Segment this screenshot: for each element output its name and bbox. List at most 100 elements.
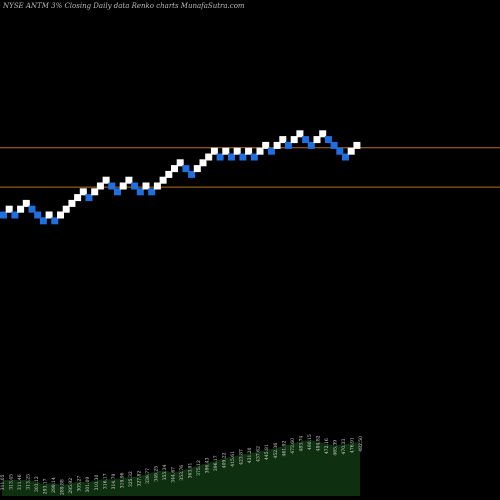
- chart-title: NYSE ANTM 3% Closing Daily data Renko ch…: [3, 2, 245, 10]
- renko-brick-down: [85, 194, 93, 202]
- volume-label: 484.82: [315, 435, 321, 451]
- volume-label: 431.20: [247, 447, 253, 463]
- renko-brick-up: [205, 153, 213, 161]
- renko-brick-up: [262, 141, 270, 149]
- renko-brick-down: [182, 165, 190, 173]
- volume-label: 299.14: [51, 477, 57, 493]
- volume-label: 483.74: [298, 436, 304, 452]
- renko-brick-up: [245, 147, 253, 155]
- volume-label: 363.91: [188, 462, 194, 478]
- renko-brick-up: [347, 147, 355, 155]
- volume-label: 386.43: [205, 457, 211, 473]
- renko-brick-down: [0, 211, 7, 219]
- renko-brick-up: [199, 159, 207, 167]
- renko-brick-down: [336, 147, 344, 155]
- renko-brick-up: [142, 182, 150, 190]
- renko-brick-up: [273, 141, 281, 149]
- renko-brick-up: [222, 147, 230, 155]
- volume-label: 310.30: [94, 475, 100, 491]
- volume-label: 490.15: [307, 434, 313, 450]
- volume-label: 461.92: [281, 440, 287, 456]
- renko-brick-up: [319, 130, 327, 138]
- volume-label: 476.91: [349, 437, 355, 453]
- renko-brick-up: [256, 147, 264, 155]
- volume-label: 316.17: [102, 473, 108, 489]
- renko-brick-down: [250, 153, 258, 161]
- volume-label: 415.61: [230, 451, 236, 467]
- volume-label: 470.33: [341, 439, 347, 455]
- volume-label: 465.39: [332, 440, 338, 456]
- volume-label: 423.87: [239, 449, 245, 465]
- renko-brick-up: [91, 188, 99, 196]
- renko-brick-up: [45, 211, 53, 219]
- volume-label: 314.79: [111, 474, 117, 490]
- volume-label: 452.36: [273, 443, 279, 459]
- renko-brick-down: [324, 136, 332, 144]
- renko-brick-down: [216, 153, 224, 161]
- renko-brick-up: [22, 199, 30, 207]
- renko-brick-up: [159, 176, 167, 184]
- renko-brick-up: [74, 194, 82, 202]
- volume-label: 355.34: [162, 464, 168, 480]
- renko-brick-down: [34, 211, 42, 219]
- renko-brick-down: [114, 188, 121, 196]
- volume-label: 482.50: [358, 436, 364, 452]
- renko-brick-up: [68, 199, 76, 207]
- renko-brick-up: [17, 205, 25, 213]
- renko-brick-up: [96, 182, 104, 190]
- volume-label: 473.60: [290, 438, 296, 454]
- volume-label: 289.88: [60, 479, 66, 495]
- renko-brick-down: [136, 188, 144, 196]
- renko-brick-up: [57, 211, 64, 219]
- renko-brick-down: [188, 170, 196, 178]
- volume-panel: 311.05 313.45 311.46 313.25 303.12 293.17 299.…: [0, 434, 364, 496]
- volume-label: 349.25: [153, 466, 159, 482]
- volume-label: 339.77: [145, 468, 151, 484]
- renko-brick-down: [131, 182, 139, 190]
- renko-bricks: [0, 130, 361, 225]
- renko-brick-up: [62, 205, 70, 213]
- volume-label: 445.81: [264, 444, 270, 460]
- volume-area: [2, 440, 360, 496]
- renko-brick-up: [176, 159, 184, 167]
- volume-label: 305.27: [77, 476, 83, 492]
- volume-label: 313.45: [9, 474, 15, 490]
- renko-brick-up: [279, 136, 287, 144]
- renko-brick-up: [125, 176, 133, 184]
- volume-label: 437.62: [256, 446, 262, 462]
- renko-brick-down: [330, 141, 338, 149]
- renko-brick-down: [267, 147, 275, 155]
- volume-label: 303.12: [34, 476, 40, 492]
- renko-brick-down: [228, 153, 235, 161]
- renko-brick-up: [119, 182, 127, 190]
- renko-brick-up: [233, 147, 241, 155]
- renko-brick-up: [165, 170, 173, 178]
- renko-brick-down: [342, 153, 349, 161]
- renko-brick-up: [290, 136, 298, 144]
- volume-label: 327.82: [136, 471, 142, 487]
- volume-label: 375.12: [196, 460, 202, 476]
- renko-brick-down: [302, 136, 310, 144]
- volume-label: 353.76: [179, 465, 185, 481]
- volume-label: 293.17: [43, 478, 49, 494]
- volume-label: 472.16: [324, 438, 330, 454]
- renko-brick-down: [148, 188, 156, 196]
- volume-label: 319.96: [119, 472, 125, 488]
- volume-label: 325.32: [128, 471, 134, 487]
- renko-brick-down: [239, 153, 247, 161]
- renko-brick-up: [296, 130, 304, 138]
- renko-brick-up: [153, 182, 161, 190]
- renko-brick-up: [313, 136, 321, 144]
- volume-label: 409.22: [222, 452, 228, 468]
- renko-brick-down: [39, 217, 47, 225]
- renko-brick-up: [353, 141, 361, 149]
- renko-brick-up: [210, 147, 218, 155]
- renko-brick-up: [102, 176, 110, 184]
- renko-brick-down: [285, 141, 292, 149]
- renko-brick-up: [5, 205, 13, 213]
- volume-label: 311.05: [0, 474, 6, 490]
- renko-brick-up: [193, 165, 201, 173]
- volume-label: 295.92: [68, 478, 74, 494]
